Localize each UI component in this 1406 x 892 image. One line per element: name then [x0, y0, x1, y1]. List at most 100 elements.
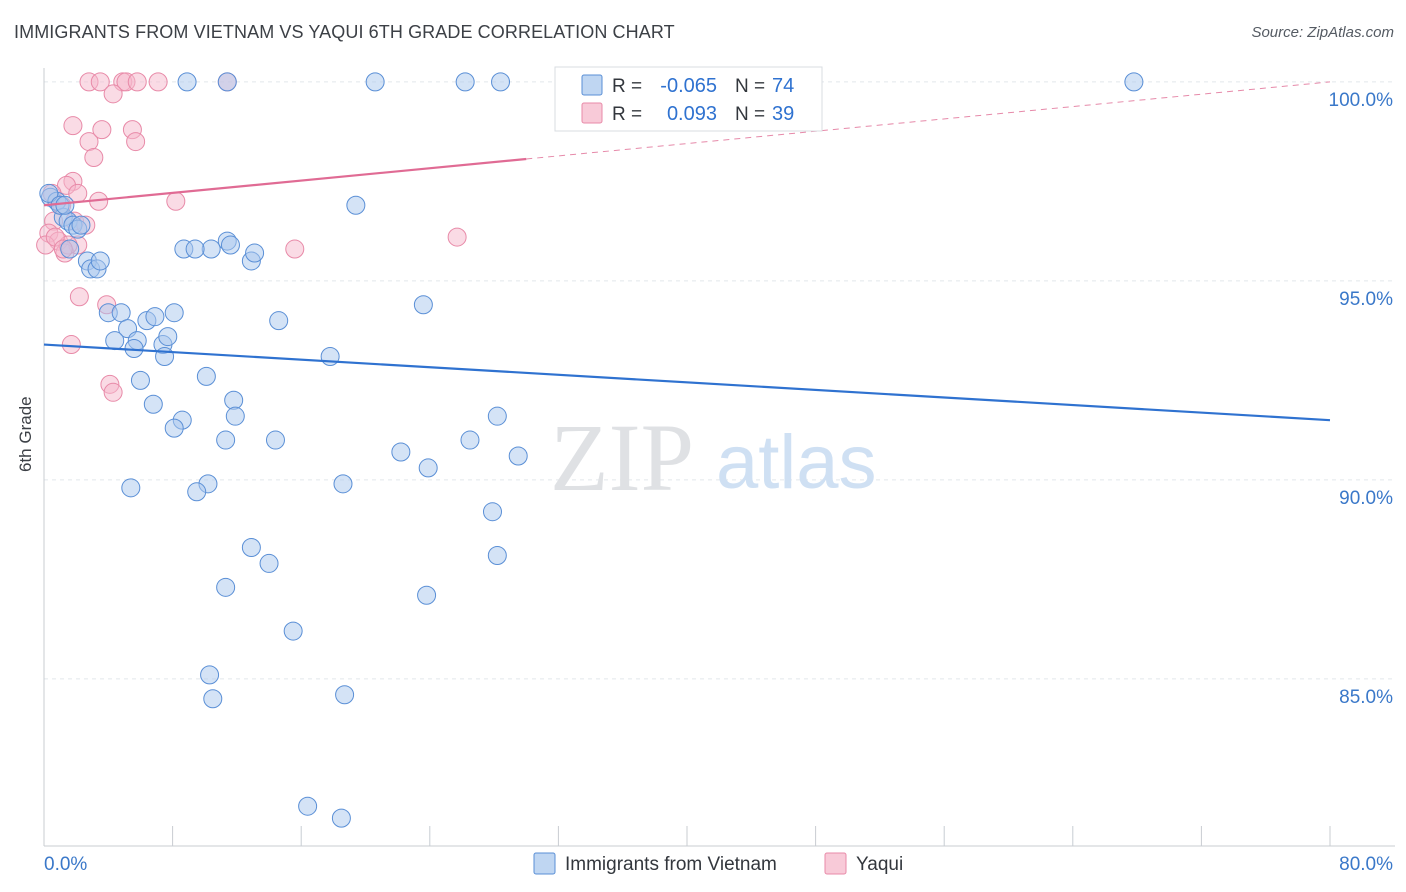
x-tick-label: 80.0%	[1339, 854, 1393, 875]
y-tick-label: 85.0%	[1339, 687, 1393, 708]
data-point-vietnam	[90, 251, 110, 271]
data-point-yaqui	[127, 72, 147, 92]
legend-label-vietnam[interactable]: Immigrants from Vietnam	[565, 854, 777, 875]
data-point-yaqui	[447, 227, 467, 247]
data-point-vietnam	[164, 418, 184, 438]
data-point-yaqui	[61, 335, 81, 355]
stats-r-label-yaqui: R =	[612, 104, 642, 125]
stats-swatch-yaqui	[581, 102, 603, 124]
x-tick-label: 0.0%	[44, 854, 87, 875]
y-tick-label: 95.0%	[1339, 289, 1393, 310]
data-point-vietnam	[241, 538, 261, 558]
y-tick-label: 90.0%	[1339, 488, 1393, 509]
data-point-vietnam	[217, 72, 237, 92]
stats-r-value-vietnam: -0.065	[660, 75, 717, 97]
data-point-vietnam	[259, 553, 279, 573]
watermark-zip: ZIP	[550, 404, 694, 511]
data-point-vietnam	[111, 303, 131, 323]
data-point-vietnam	[60, 239, 80, 259]
data-point-vietnam	[418, 458, 438, 478]
data-point-vietnam	[333, 474, 353, 494]
data-point-yaqui	[103, 382, 123, 402]
data-point-vietnam	[203, 689, 223, 709]
data-point-vietnam	[417, 585, 437, 605]
stats-legend: R = -0.065 N = 74 R = 0.093 N = 39	[554, 66, 823, 132]
data-point-vietnam	[196, 366, 216, 386]
stats-n-value-yaqui: 39	[772, 103, 794, 125]
data-point-vietnam	[55, 195, 75, 215]
data-point-vietnam	[335, 685, 355, 705]
data-point-vietnam	[269, 311, 289, 331]
series-legend: Immigrants from Vietnam Yaqui	[533, 852, 903, 875]
data-point-yaqui	[92, 120, 112, 140]
data-point-vietnam	[225, 406, 245, 426]
stats-r-value-yaqui: 0.093	[667, 103, 717, 125]
data-point-vietnam	[413, 295, 433, 315]
data-point-vietnam	[487, 545, 507, 565]
data-point-vietnam	[121, 478, 141, 498]
data-point-yaqui	[84, 147, 104, 167]
data-point-vietnam	[365, 72, 385, 92]
data-point-vietnam	[164, 303, 184, 323]
data-point-vietnam	[200, 665, 220, 685]
legend-swatch-yaqui[interactable]	[824, 852, 847, 875]
data-point-vietnam	[177, 72, 197, 92]
data-point-vietnam	[482, 502, 502, 522]
source-credit: Source: ZipAtlas.com	[1251, 24, 1394, 41]
data-point-vietnam	[105, 331, 125, 351]
trend-line-yaqui-dashed	[526, 81, 1331, 160]
data-point-vietnam	[283, 621, 303, 641]
data-point-vietnam	[224, 390, 244, 410]
data-point-vietnam	[491, 72, 511, 92]
stats-swatch-vietnam	[581, 74, 603, 96]
data-point-yaqui	[166, 191, 186, 211]
data-point-vietnam	[216, 577, 236, 597]
data-point-vietnam	[298, 796, 318, 816]
data-point-vietnam	[71, 215, 91, 235]
data-point-yaqui	[69, 287, 89, 307]
data-point-vietnam	[201, 239, 221, 259]
watermark: ZIP atlas	[550, 404, 877, 511]
watermark-atlas: atlas	[716, 420, 877, 505]
trend-lines	[43, 81, 1331, 422]
chart-title: IMMIGRANTS FROM VIETNAM VS YAQUI 6TH GRA…	[14, 22, 675, 42]
data-point-yaqui	[63, 116, 83, 136]
data-point-vietnam	[158, 327, 178, 347]
legend-label-yaqui[interactable]: Yaqui	[856, 854, 903, 875]
data-point-vietnam	[143, 394, 163, 414]
data-point-vietnam	[145, 307, 165, 327]
stats-n-label-vietnam: N =	[735, 76, 765, 97]
data-point-vietnam	[265, 430, 285, 450]
data-point-vietnam	[391, 442, 411, 462]
data-point-vietnam	[460, 430, 480, 450]
data-point-vietnam	[185, 239, 205, 259]
data-point-vietnam	[508, 446, 528, 466]
data-point-vietnam	[216, 430, 236, 450]
stats-n-label-yaqui: N =	[735, 104, 765, 125]
data-point-yaqui	[103, 84, 123, 104]
data-point-yaqui	[126, 132, 146, 152]
data-point-vietnam	[130, 370, 150, 390]
data-point-vietnam	[245, 243, 265, 263]
data-point-yaqui	[285, 239, 305, 259]
data-point-yaqui	[148, 72, 168, 92]
data-point-yaqui	[90, 72, 110, 92]
stats-r-label-vietnam: R =	[612, 76, 642, 97]
trend-line-yaqui	[43, 157, 527, 207]
data-point-vietnam	[346, 195, 366, 215]
data-point-vietnam	[220, 235, 240, 255]
grid-lines	[44, 81, 1395, 680]
series-yaqui-points	[36, 72, 467, 402]
data-point-vietnam	[487, 406, 507, 426]
trend-line-vietnam	[43, 343, 1331, 422]
y-tick-label: 100.0%	[1329, 90, 1394, 111]
data-point-vietnam	[187, 482, 207, 502]
data-point-vietnam	[39, 183, 59, 203]
data-point-vietnam	[331, 808, 351, 828]
legend-swatch-vietnam[interactable]	[533, 852, 556, 875]
data-point-vietnam	[1124, 72, 1144, 92]
data-point-vietnam	[455, 72, 475, 92]
tick-labels: 85.0% 90.0% 95.0% 100.0% 0.0% 80.0%	[44, 90, 1393, 875]
stats-n-value-vietnam: 74	[772, 75, 794, 97]
